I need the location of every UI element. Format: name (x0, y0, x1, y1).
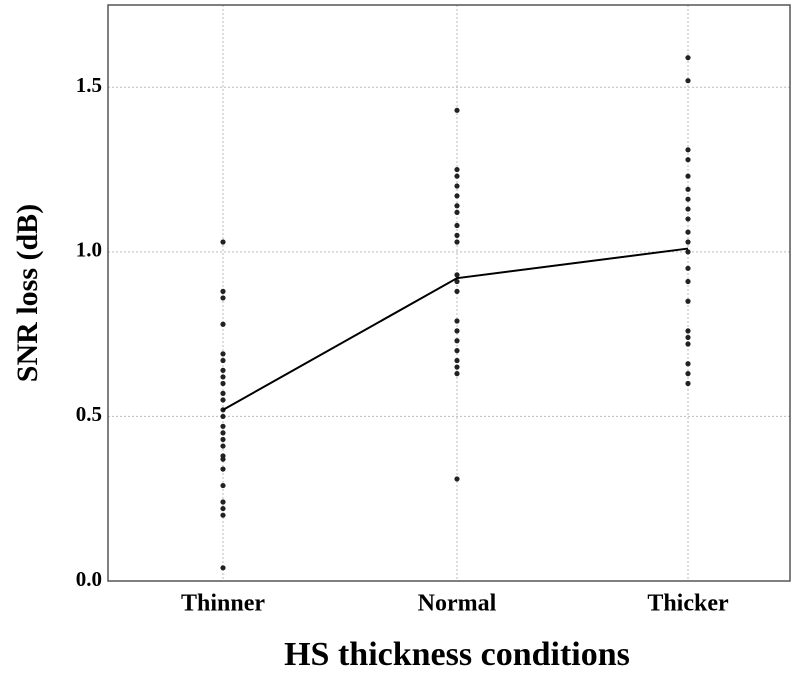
y-tick-label: 1.5 (76, 73, 102, 97)
data-point (685, 147, 691, 153)
data-point (685, 361, 691, 367)
plot-frame (107, 4, 791, 582)
data-point (685, 206, 691, 212)
data-point (454, 318, 460, 324)
data-point (220, 397, 226, 403)
data-point (454, 166, 460, 173)
data-point (454, 357, 460, 364)
data-point (220, 423, 226, 429)
data-point (454, 288, 460, 294)
x-tick-label: Thinner (181, 591, 265, 617)
data-point (685, 341, 691, 347)
data-point (454, 193, 460, 199)
data-point (220, 374, 226, 380)
data-point (454, 173, 460, 179)
x-axis-title: HS thickness conditions (284, 636, 630, 673)
data-point (454, 239, 460, 245)
data-point (220, 367, 226, 373)
data-point (220, 466, 226, 472)
data-point (220, 430, 226, 436)
data-point (454, 183, 460, 189)
data-point (685, 328, 691, 334)
mean-line (222, 247, 689, 411)
x-tick-label: Thicker (647, 591, 729, 617)
data-point (220, 443, 226, 449)
data-point (685, 78, 691, 84)
data-point (454, 107, 460, 113)
data-point (220, 239, 226, 245)
data-point (220, 499, 226, 505)
data-point (220, 357, 226, 364)
data-point (454, 222, 460, 229)
data-point (220, 565, 226, 571)
data-point (685, 186, 691, 192)
data-point (685, 239, 691, 245)
data-point (220, 380, 226, 387)
data-point (685, 229, 691, 235)
data-point (685, 216, 691, 222)
data-point (220, 505, 226, 512)
data-point (685, 157, 691, 163)
data-point (685, 298, 691, 304)
data-point (220, 390, 226, 396)
data-point (454, 203, 460, 209)
x-tick-label: Normal (418, 591, 497, 617)
data-point (454, 371, 460, 377)
data-point (454, 476, 460, 482)
data-point (685, 196, 691, 202)
data-point (685, 278, 691, 285)
data-point (454, 232, 460, 238)
data-point (220, 288, 226, 294)
data-point (454, 338, 460, 344)
data-point (220, 453, 226, 459)
data-point (220, 512, 226, 518)
y-tick-label: 0.5 (76, 402, 102, 426)
data-point (685, 334, 691, 341)
data-point (685, 265, 691, 271)
data-point (454, 209, 460, 215)
data-point (220, 295, 226, 301)
data-point (220, 436, 226, 443)
data-point (685, 173, 691, 179)
data-point (685, 249, 691, 255)
data-point (685, 371, 691, 377)
data-point (220, 413, 226, 420)
data-point (685, 380, 691, 387)
y-tick-label: 1.0 (76, 238, 102, 262)
data-point (454, 364, 460, 370)
data-point (220, 321, 226, 327)
data-point (454, 272, 460, 278)
data-point (454, 348, 460, 354)
y-axis-title: SNR loss (dB) (11, 204, 44, 382)
y-tick-label: 0.0 (76, 567, 102, 591)
data-point (220, 351, 226, 357)
data-point (220, 482, 226, 489)
data-point (685, 55, 691, 61)
data-point (454, 278, 460, 285)
data-point (454, 328, 460, 334)
